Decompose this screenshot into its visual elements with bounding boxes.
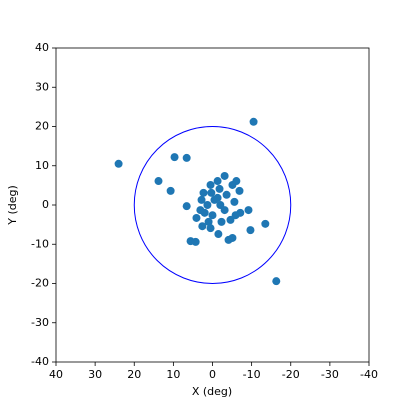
x-tick-label: -20: [282, 368, 300, 381]
point: [198, 222, 207, 231]
point: [203, 201, 212, 209]
point: [249, 117, 258, 126]
point: [231, 211, 240, 220]
point: [235, 186, 244, 195]
point: [230, 197, 239, 206]
point: [206, 224, 215, 233]
point: [213, 193, 222, 202]
point: [214, 230, 223, 239]
point: [191, 237, 200, 246]
point: [215, 184, 224, 193]
x-tick-label: 40: [49, 368, 63, 381]
x-tick-label: 30: [88, 368, 102, 381]
y-tick-label: -20: [31, 277, 49, 290]
point: [182, 202, 191, 211]
y-tick-label: 40: [35, 41, 49, 54]
x-tick-label: -30: [321, 368, 339, 381]
point: [207, 188, 216, 197]
point: [114, 159, 123, 168]
x-tick-label: -40: [360, 368, 378, 381]
y-tick-label: 0: [42, 198, 49, 211]
point: [226, 215, 235, 224]
point: [220, 206, 229, 215]
circle-boundary: [133, 126, 292, 284]
point: [199, 188, 208, 197]
point: [206, 180, 215, 189]
point: [182, 153, 191, 162]
point: [197, 195, 206, 204]
x-tick-label: 0: [209, 368, 216, 381]
point: [170, 153, 179, 162]
x-tick-label: 20: [127, 368, 141, 381]
point: [222, 190, 231, 199]
y-axis-label: Y (deg): [6, 185, 19, 226]
x-tick-label: -10: [243, 368, 261, 381]
y-tick-label: -30: [31, 316, 49, 329]
point: [166, 186, 175, 195]
point: [192, 213, 201, 222]
x-tick-label: 10: [166, 368, 180, 381]
y-tick-label: 30: [35, 80, 49, 93]
y-tick-label: -10: [31, 237, 49, 250]
point: [208, 211, 217, 220]
point: [228, 180, 237, 189]
plot-frame: [55, 47, 370, 363]
point: [213, 177, 222, 186]
point: [246, 226, 255, 235]
point: [244, 206, 253, 215]
y-tick-label: -40: [31, 355, 49, 368]
point: [217, 217, 226, 226]
point: [220, 171, 229, 180]
point: [154, 177, 163, 186]
y-tick-label: 20: [35, 120, 49, 133]
y-tick-label: 10: [35, 159, 49, 172]
point: [272, 277, 281, 286]
point: [261, 219, 270, 228]
point: [204, 217, 213, 226]
x-axis-label: X (deg): [192, 385, 232, 398]
point: [200, 208, 209, 217]
point: [228, 233, 237, 242]
